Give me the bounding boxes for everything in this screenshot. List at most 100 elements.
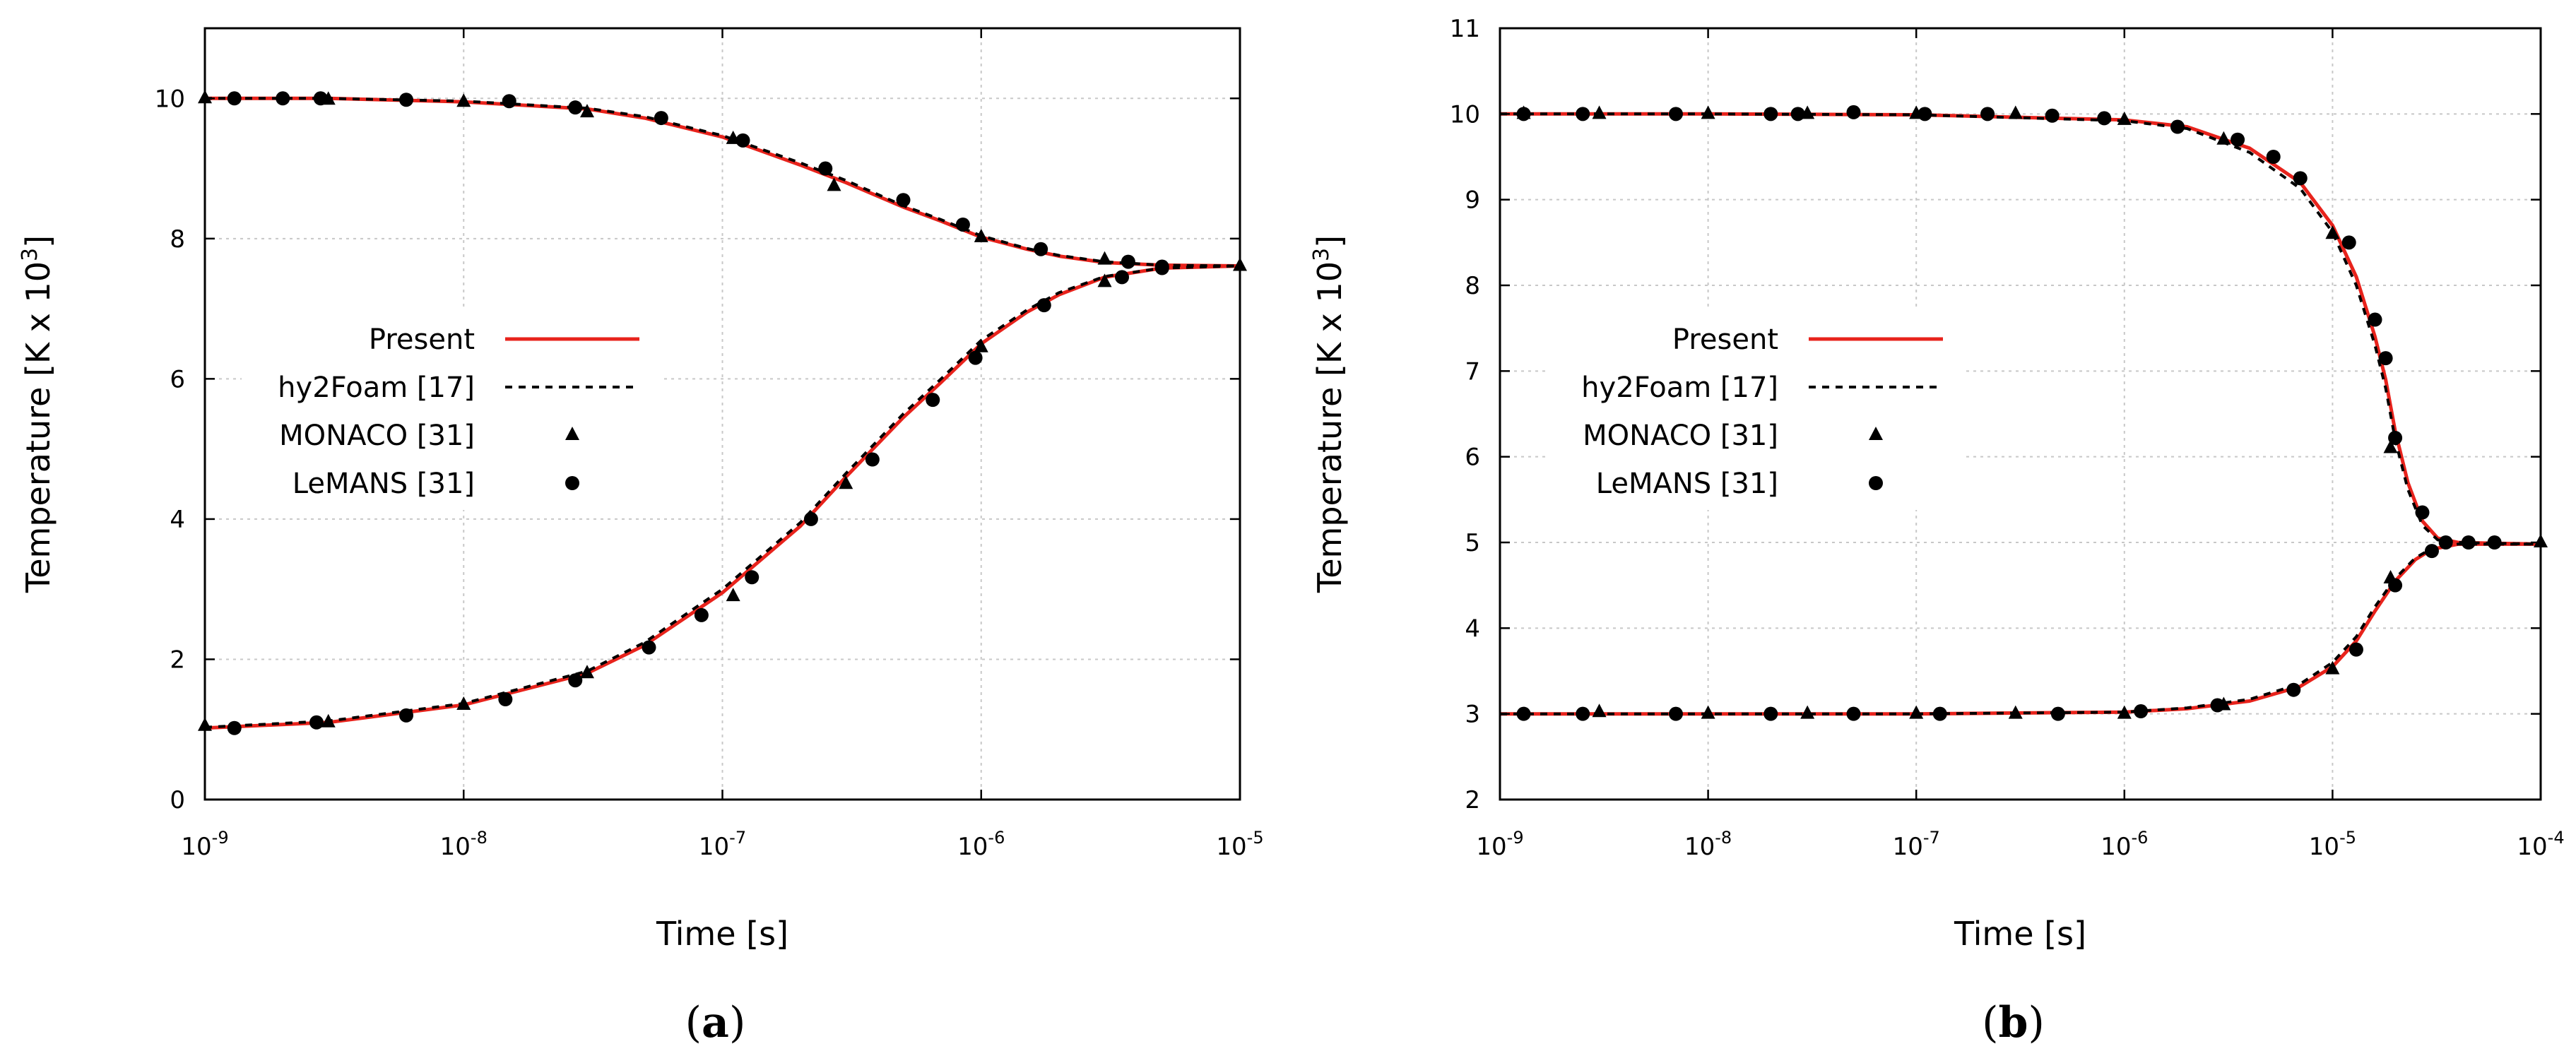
lemans-point (865, 452, 880, 467)
monaco-point (2325, 660, 2340, 675)
y-tick-label: 5 (1465, 529, 1480, 557)
monaco-point (726, 588, 740, 602)
lemans-point (1668, 706, 1683, 721)
monaco-point (2117, 111, 2132, 125)
x-axis-title: Time [s] (656, 915, 788, 953)
lemans-point (735, 133, 750, 148)
lemans-point (745, 570, 760, 585)
x-tick-label: 10-4 (2517, 828, 2564, 861)
monaco-point (1592, 703, 1607, 718)
lemans-point (1036, 298, 1051, 313)
chart-a: 0 2 4 6 8 10 10-9 10-8 10-7 10-6 10-5 Time [s] Tempe… (18, 27, 1264, 1047)
lemans-point (2368, 312, 2382, 327)
lemans-point (398, 93, 413, 107)
x-tick-exponent: -4 (2548, 828, 2565, 848)
y-tick-label: 11 (1450, 15, 1480, 43)
lemans-point (398, 708, 413, 723)
y-tick-label: 7 (1465, 357, 1480, 386)
lemans-point (2388, 578, 2403, 593)
legend-label: MONACO [31] (279, 420, 475, 452)
x-tick-label: 10-9 (1476, 828, 1523, 861)
y-tick-label: 10 (1450, 100, 1480, 129)
legend-swatch-monaco (565, 427, 579, 440)
y-tick-label: 3 (1465, 701, 1480, 729)
lemans-point (2461, 535, 2476, 550)
monaco-point (974, 338, 988, 352)
series-hy2foam-line (205, 97, 1241, 268)
lemans-point (818, 161, 833, 176)
monaco-point (2008, 105, 2023, 119)
lemans-point (955, 217, 970, 232)
series-hy2foam-line (1500, 542, 2541, 715)
x-tick-label: 10-7 (699, 828, 746, 861)
monaco-point (1701, 105, 1715, 119)
lemans-point (694, 607, 709, 622)
y-axis-title-main: Temperature [K x 10 (19, 261, 57, 593)
y-axis-title-close: ] (19, 235, 57, 248)
caption-letter: b (1999, 998, 2028, 1047)
monaco-point (974, 228, 988, 242)
lemans-point (896, 193, 911, 208)
lemans-point (2487, 535, 2502, 550)
y-tick-label: 9 (1465, 186, 1480, 215)
legend-swatch-lemans (1869, 476, 1883, 490)
legend-label: LeMANS [31] (1596, 468, 1778, 500)
y-tick-label: 4 (1465, 614, 1480, 643)
lemans-point (2266, 150, 2281, 164)
lemans-point (227, 720, 242, 735)
lemans-point (2050, 706, 2065, 721)
y-tick-label: 6 (170, 365, 185, 393)
monaco-point (1800, 705, 1815, 719)
lemans-point (1516, 706, 1531, 721)
y-tick-label: 2 (170, 646, 185, 674)
lemans-point (568, 100, 583, 115)
legend-label: LeMANS [31] (293, 468, 475, 500)
y-tick-label: 2 (1465, 786, 1480, 814)
x-tick-label: 10-5 (2309, 828, 2356, 861)
y-axis-title-close: ] (1311, 235, 1349, 248)
plot-frame (1499, 27, 2542, 801)
x-tick-exponent: -6 (988, 828, 1005, 848)
y-axis-title-main: Temperature [K x 10 (1311, 261, 1349, 593)
lemans-point (2415, 505, 2430, 520)
lemans-point (1763, 107, 1778, 121)
x-tick-label: 10-8 (1684, 828, 1732, 861)
lemans-point (1576, 706, 1590, 721)
lemans-point (502, 94, 516, 109)
legend-swatch-monaco (1869, 427, 1883, 440)
y-tick-label: 8 (170, 225, 185, 254)
lemans-point (1980, 107, 1995, 121)
monaco-point (2216, 131, 2231, 145)
y-axis-title-exponent: 3 (1309, 248, 1334, 261)
chart-panel-a: 0 2 4 6 8 10 10-9 10-8 10-7 10-6 10-5 Time [s] Tempe… (18, 27, 1264, 1047)
lemans-point (309, 715, 324, 730)
x-tick-exponent: -7 (729, 828, 746, 848)
legend-label: hy2Foam [17] (1581, 372, 1778, 404)
monaco-point (839, 475, 853, 489)
caption-letter: a (702, 998, 729, 1047)
x-tick-exponent: -8 (1715, 828, 1732, 848)
lemans-point (1846, 105, 1861, 119)
monaco-point (579, 104, 594, 118)
x-tick-exponent: -7 (1923, 828, 1940, 848)
chart-panel-b: 2 3 4 5 6 7 8 9 10 11 10-9 10-8 10-7 10-6 10-5 10-4 Time… (1288, 0, 2576, 1063)
lemans-point (568, 673, 583, 688)
monaco-point (456, 93, 471, 107)
lemans-point (1918, 107, 1932, 121)
legend-label: MONACO [31] (1583, 420, 1778, 452)
monaco-point (456, 696, 471, 710)
y-tick-label: 4 (170, 506, 185, 534)
y-axis-title: Temperature [K x 103] (1309, 235, 1349, 593)
lemans-point (313, 91, 328, 106)
x-tick-label: 10-8 (440, 828, 488, 861)
lemans-point (2424, 544, 2439, 559)
x-tick-exponent: -8 (471, 828, 488, 848)
lemans-point (1034, 242, 1048, 256)
panel-caption: (b) (1982, 998, 2045, 1047)
lemans-point (2170, 119, 2185, 134)
x-tick-exponent: -6 (2131, 828, 2148, 848)
x-tick-label: 10-9 (181, 828, 228, 861)
monaco-point (1097, 273, 1112, 287)
x-axis-title: Time [s] (1954, 915, 2086, 953)
lemans-point (2378, 351, 2393, 366)
